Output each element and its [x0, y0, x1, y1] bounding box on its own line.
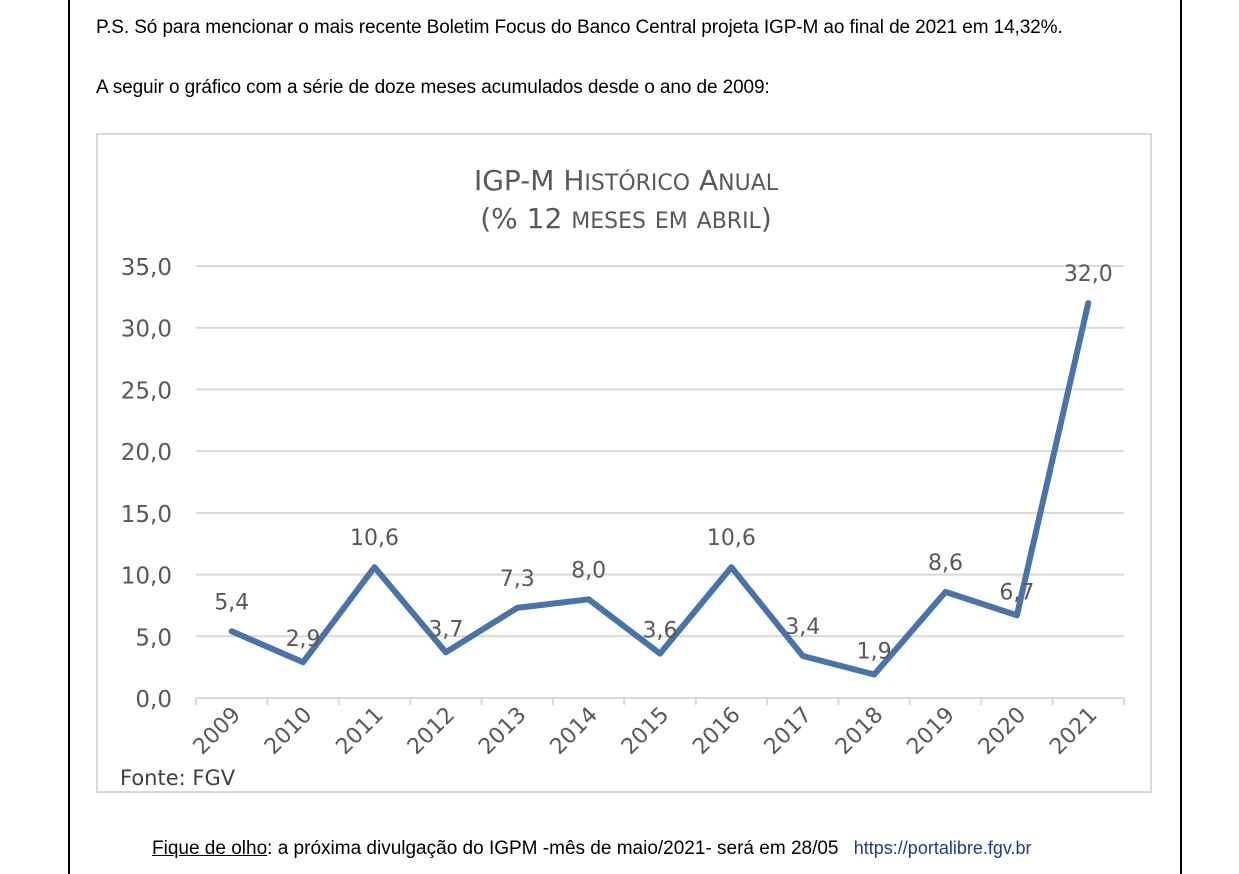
- x-tick-label: 2019: [903, 703, 960, 760]
- data-label: 10,6: [707, 526, 756, 551]
- grid-layer: [196, 265, 1124, 638]
- data-label: 2,9: [286, 627, 321, 652]
- data-label: 5,4: [214, 590, 249, 615]
- line-layer: [228, 300, 1092, 678]
- x-tick-label: 2014: [546, 703, 603, 760]
- footer-text: : a próxima divulgação do IGPM -mês de m…: [267, 838, 839, 859]
- x-tick-label: 2010: [260, 703, 317, 760]
- x-tick-label: 2011: [331, 703, 388, 760]
- x-tick-label: 2021: [1045, 703, 1102, 760]
- y-tick-label: 25,0: [121, 378, 172, 404]
- x-tick-label: 2012: [403, 703, 460, 760]
- x-tick-label: 2018: [831, 703, 888, 760]
- data-label: 32,0: [1064, 262, 1113, 287]
- label-layer: 5,4 2,9 10,6 3,7 7,3 8,0 3,6 10,6 3,4 1,9 8,6 6,7 32…: [214, 262, 1113, 665]
- data-label: 3,4: [785, 615, 820, 640]
- x-tick-label: 2017: [760, 703, 817, 760]
- igpm-chart: 0,0 5,0 10,0 15,0 20,0 25,0 30,0 35,0 2009 2010 20…: [96, 133, 1152, 793]
- data-label: 10,6: [350, 526, 399, 551]
- x-tick-label: 2015: [617, 703, 674, 760]
- paragraph-intro: A seguir o gráfico com a série de doze m…: [96, 77, 770, 98]
- footer-note: Fique de olho: a próxima divulgação do I…: [152, 838, 1032, 860]
- y-tick-label: 10,0: [121, 564, 172, 590]
- chart-title: IGP-M HISTÓRICO ANUAL: [474, 164, 779, 197]
- y-tick-label: 5,0: [135, 625, 172, 651]
- data-label: 7,3: [500, 567, 535, 592]
- y-tick-label: 35,0: [121, 255, 172, 281]
- footer-label: Fique de olho: [152, 838, 268, 859]
- y-tick-label: 0,0: [135, 687, 172, 713]
- series-line: [228, 300, 1092, 678]
- x-tick-label: 2016: [688, 703, 745, 760]
- data-label: 6,7: [999, 580, 1034, 605]
- data-label: 1,9: [857, 640, 892, 665]
- x-tick-label: 2009: [189, 703, 246, 760]
- data-label: 8,6: [928, 551, 963, 576]
- y-tick-label: 30,0: [121, 317, 172, 343]
- paragraph-ps: P.S. Só para mencionar o mais recente Bo…: [96, 17, 1063, 38]
- y-tick-label: 15,0: [121, 502, 172, 528]
- chart-subtitle: (% 12 MESES EM ABRIL): [480, 202, 772, 235]
- chart-source: Fonte: FGV: [120, 766, 236, 790]
- y-tick-label: 20,0: [121, 440, 172, 466]
- x-tick-label: 2013: [474, 703, 531, 760]
- portal-link[interactable]: https://portalibre.fgv.br: [853, 838, 1032, 858]
- x-tick-label: 2020: [974, 703, 1031, 760]
- page-border-right: [1180, 0, 1182, 874]
- data-label: 8,0: [571, 558, 606, 583]
- data-label: 3,6: [643, 619, 678, 644]
- page-border-left: [68, 0, 70, 874]
- data-label: 3,7: [428, 617, 463, 642]
